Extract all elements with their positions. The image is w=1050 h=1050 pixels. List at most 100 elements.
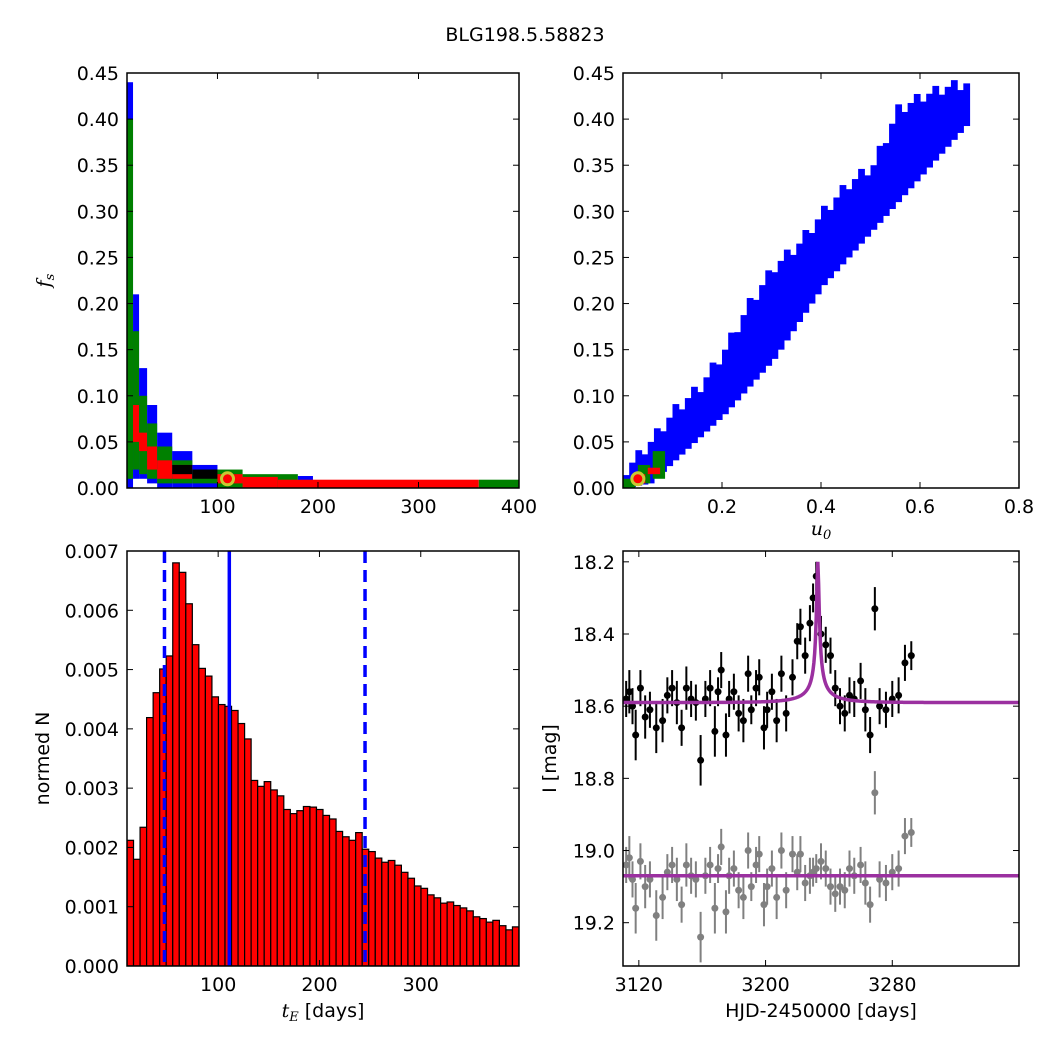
- heatmap-cell-blue: [697, 392, 705, 438]
- data-point: [752, 684, 760, 692]
- heatmap-cell-green: [127, 119, 134, 479]
- y-tick-label: 0.15: [77, 340, 119, 362]
- heatmap-cell-blue: [957, 90, 964, 133]
- heatmap-cell-blue: [746, 298, 754, 387]
- data-point: [831, 684, 839, 692]
- heatmap-cell-blue: [777, 260, 785, 350]
- y-tick-label: 0.002: [65, 837, 119, 859]
- residual-point: [629, 875, 637, 883]
- data-point: [773, 717, 781, 725]
- x-tick-label: 3120: [615, 974, 663, 996]
- residual-point: [788, 850, 796, 858]
- x-tick-label: 300: [400, 496, 436, 518]
- y-tick-label: 0.25: [573, 247, 615, 269]
- histogram-bar: [498, 925, 507, 966]
- data-point: [866, 731, 874, 739]
- y-tick-label: 18.2: [573, 552, 615, 574]
- plot-area: [623, 561, 1019, 963]
- heatmap-cell-blue: [851, 179, 859, 251]
- residual-point: [692, 875, 700, 883]
- heatmap-cell-blue: [783, 249, 791, 341]
- histogram-bar: [257, 785, 265, 966]
- data-point: [687, 695, 695, 703]
- heatmap-cell-blue: [845, 189, 853, 258]
- residual-point: [632, 904, 640, 912]
- residual-point: [714, 865, 722, 873]
- y-tick-label: 0.10: [573, 386, 615, 408]
- x-tick-label: 300: [403, 974, 439, 996]
- data-point: [763, 706, 771, 714]
- residual-point: [857, 861, 865, 869]
- histogram-bar: [426, 894, 435, 966]
- residual-point: [901, 832, 909, 840]
- y-tick-label: 0.40: [77, 109, 119, 131]
- histogram-bar: [263, 781, 272, 966]
- heatmap-cell-red: [277, 479, 479, 488]
- histogram-bar: [309, 806, 318, 966]
- residual-point: [861, 879, 869, 887]
- heatmap-cell-blue: [790, 254, 797, 332]
- data-point: [827, 652, 835, 660]
- histogram-bar: [230, 709, 239, 966]
- axes-frame: [622, 550, 1020, 967]
- y-tick-label: 0.05: [573, 432, 615, 454]
- x-tick-label: 200: [301, 974, 337, 996]
- data-point: [668, 684, 676, 692]
- histogram-bar: [237, 722, 246, 966]
- data-point: [682, 684, 690, 692]
- residual-point: [706, 861, 714, 869]
- axes-frame: [126, 72, 520, 489]
- data-point: [659, 717, 667, 725]
- heatmap-cell-blue: [647, 441, 655, 484]
- y-tick-label: 18.8: [573, 768, 615, 790]
- residual-point: [773, 893, 781, 901]
- data-point: [717, 666, 725, 674]
- residual-point: [846, 865, 854, 873]
- heatmap-cell-blue: [703, 377, 711, 432]
- data-point: [777, 670, 785, 678]
- residual-point: [801, 879, 809, 887]
- residual-point: [760, 901, 768, 909]
- data-point: [747, 706, 755, 714]
- histogram-bar: [127, 839, 135, 966]
- y-tick-label: 0.00: [77, 478, 119, 500]
- histogram-bar: [322, 814, 331, 966]
- histogram-bar: [387, 859, 396, 966]
- residual-point: [711, 904, 719, 912]
- data-point: [625, 688, 633, 696]
- histogram-bar: [172, 562, 180, 966]
- x-tick-label: 3280: [868, 974, 916, 996]
- data-point: [632, 731, 640, 739]
- residual-point: [817, 857, 825, 865]
- y-tick-label: 0.25: [77, 247, 119, 269]
- histogram-bar: [511, 926, 519, 966]
- residual-point: [777, 847, 785, 855]
- residual-point: [866, 901, 874, 909]
- heatmap-cell-blue: [907, 102, 915, 189]
- y-tick-label: 18.4: [573, 624, 615, 646]
- y-tick-label: 0.003: [65, 778, 119, 800]
- model-curve: [623, 561, 1019, 705]
- histogram-bar: [132, 858, 141, 966]
- histogram-bar: [165, 655, 174, 966]
- data-point: [882, 706, 890, 714]
- histogram-bar: [368, 850, 376, 966]
- residual-point: [663, 868, 671, 876]
- histogram-bar: [178, 571, 187, 966]
- histogram-bar: [485, 921, 494, 966]
- residual-point: [636, 857, 644, 865]
- x-tick-label: 200: [300, 496, 336, 518]
- plot-area: [127, 82, 519, 488]
- y-tick-label: 0.005: [65, 660, 119, 682]
- heatmap-cell-blue: [715, 364, 723, 420]
- histogram-bar: [270, 789, 278, 966]
- data-point: [706, 684, 714, 692]
- heatmap-cell-blue: [684, 398, 692, 449]
- heatmap-cell-blue: [752, 299, 760, 380]
- heatmap-cell-red: [133, 405, 140, 442]
- data-point: [760, 724, 768, 732]
- heatmap-cell-blue: [882, 143, 890, 216]
- heatmap-cell-blue: [666, 417, 674, 467]
- heatmap-cell-black: [172, 464, 193, 475]
